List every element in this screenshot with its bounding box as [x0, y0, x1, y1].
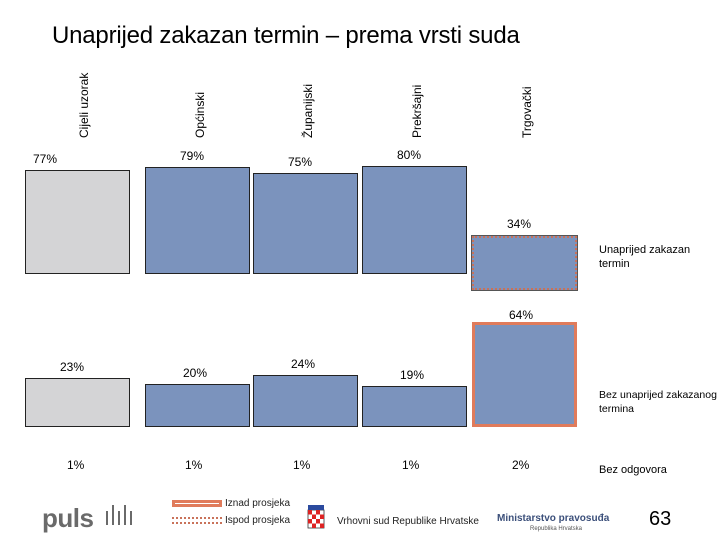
legend-below-swatch	[172, 517, 222, 524]
bar-scheduled	[253, 172, 358, 274]
label-unscheduled: 19%	[400, 368, 425, 383]
label-scheduled: 75%	[288, 154, 313, 169]
page-number: 63	[649, 508, 672, 530]
puls-bars-icon	[106, 505, 132, 525]
column-header: Cijeli uzorak	[77, 72, 91, 138]
page-title: Unaprijed zakazan termin – prema vrsti s…	[52, 22, 520, 49]
bar-unscheduled	[362, 386, 467, 427]
bar-unscheduled	[145, 384, 250, 427]
column-header: Prekršajni	[410, 84, 424, 138]
side-label-no-answer: Bez odgovora	[599, 464, 667, 476]
label-scheduled: 34%	[507, 217, 532, 231]
label-unscheduled: 23%	[60, 359, 85, 374]
bar-unscheduled	[25, 377, 130, 427]
label-unscheduled: 24%	[291, 357, 316, 372]
legend-above-swatch	[172, 500, 222, 507]
column-header: Općinski	[193, 91, 207, 138]
bar-scheduled	[25, 170, 130, 274]
label-no-answer: 1%	[185, 458, 203, 472]
bar-scheduled	[471, 235, 578, 291]
puls-logo: puls	[42, 503, 94, 533]
legend-above-label: Iznad prosjeka	[225, 498, 291, 509]
legend-below-label: Ispod prosjeka	[225, 515, 291, 526]
ministry-name: Ministarstvo pravosuđa	[497, 513, 610, 524]
side-label-unscheduled: Bez unaprijed zakazanog termina	[599, 389, 717, 415]
label-scheduled: 79%	[180, 149, 205, 164]
croatia-coat-of-arms-icon	[307, 505, 325, 529]
column-header: Trgovački	[520, 86, 534, 138]
label-unscheduled: 20%	[183, 366, 208, 380]
bar-scheduled	[145, 167, 250, 274]
bar-unscheduled	[472, 322, 577, 427]
label-no-answer: 1%	[67, 458, 85, 472]
label-scheduled: 80%	[397, 148, 422, 162]
court-name: Vrhovni sud Republike Hrvatske	[337, 516, 479, 527]
ministry-subtitle: Republika Hrvatska	[530, 526, 583, 532]
label-no-answer: 1%	[293, 458, 311, 472]
label-no-answer: 1%	[402, 458, 420, 472]
label-no-answer: 2%	[512, 458, 530, 472]
bar-scheduled	[362, 166, 467, 274]
bar-unscheduled	[253, 375, 358, 427]
column-header: Županijski	[301, 83, 315, 138]
side-label-scheduled: Unaprijed zakazan termin	[599, 244, 691, 270]
label-scheduled: 77%	[33, 152, 58, 167]
label-unscheduled: 64%	[509, 308, 534, 322]
